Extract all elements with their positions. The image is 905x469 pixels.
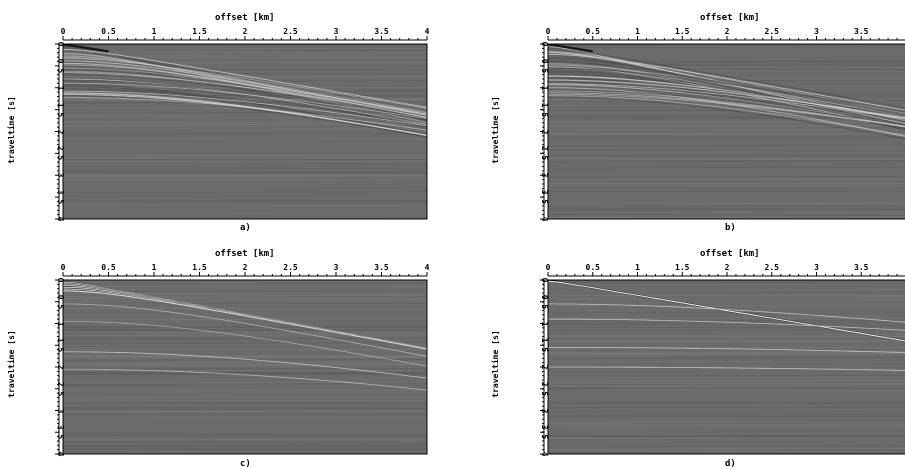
y-tick-label: 4: [540, 217, 548, 222]
y-tick-label: 0.5: [540, 59, 548, 73]
x-tick-label: 0: [61, 264, 66, 272]
y-tick-label: 1: [540, 85, 548, 90]
y-tick-label: 2: [540, 129, 548, 134]
y-tick-label: 4: [56, 452, 64, 457]
x-tick-label: 3: [814, 28, 819, 36]
y-tick-label: 2.5: [56, 382, 64, 396]
x-tick-label: 0.5: [101, 28, 115, 36]
x-tick-label: 0: [546, 28, 551, 36]
y-tick-label: 2: [56, 365, 64, 370]
x-tick-label: 2: [725, 264, 730, 272]
x-tick-label: 3.5: [374, 264, 388, 272]
y-tick-label: 1: [56, 85, 64, 90]
x-tick-label: 0.5: [101, 264, 115, 272]
x-tick-label: 1.5: [675, 28, 689, 36]
x-tick-label: 0.5: [586, 264, 600, 272]
y-tick-label: 1: [56, 321, 64, 326]
y-tick-label: 0: [56, 42, 64, 47]
y-tick-label: 1: [540, 321, 548, 326]
x-tick-label: 1.5: [675, 264, 689, 272]
x-tick-label: 2.5: [765, 28, 779, 36]
y-tick-label: 4: [56, 217, 64, 222]
y-tick-label: 0.5: [56, 59, 64, 73]
y-tick-label: 3.5: [56, 425, 64, 439]
y-tick-label: 3: [540, 408, 548, 413]
x-tick-label: 3.5: [374, 28, 388, 36]
y-tick-label: 0.5: [540, 295, 548, 309]
x-tick-label: 1: [635, 264, 640, 272]
y-tick-label: 3: [56, 173, 64, 178]
x-tick-label: 1.5: [192, 28, 206, 36]
x-tick-label: 4: [425, 264, 430, 272]
y-tick-label: 0: [540, 42, 548, 47]
x-tick-label: 1: [635, 28, 640, 36]
y-tick-label: 4: [540, 452, 548, 457]
x-tick-label: 3.5: [854, 28, 868, 36]
x-tick-label: 0: [546, 264, 551, 272]
y-tick-label: 1.5: [56, 102, 64, 116]
y-tick-label: 2: [56, 129, 64, 134]
x-tick-label: 1.5: [192, 264, 206, 272]
x-tick-label: 4: [425, 28, 430, 36]
x-tick-label: 2.5: [765, 264, 779, 272]
x-tick-label: 3: [334, 28, 339, 36]
x-tick-label: 0.5: [586, 28, 600, 36]
y-tick-label: 0: [540, 278, 548, 283]
y-tick-label: 3.5: [56, 190, 64, 204]
y-tick-label: 2.5: [56, 146, 64, 160]
x-tick-label: 3: [814, 264, 819, 272]
y-tick-label: 1.5: [56, 338, 64, 352]
y-tick-label: 1.5: [540, 338, 548, 352]
y-tick-label: 0: [56, 278, 64, 283]
x-tick-label: 1: [152, 28, 157, 36]
y-tick-label: 3: [56, 408, 64, 413]
x-tick-label: 0: [61, 28, 66, 36]
y-tick-label: 2: [540, 365, 548, 370]
y-tick-label: 2.5: [540, 382, 548, 396]
y-tick-label: 3: [540, 173, 548, 178]
y-tick-label: 2.5: [540, 146, 548, 160]
y-tick-label: 0.5: [56, 295, 64, 309]
y-tick-label: 3.5: [540, 425, 548, 439]
y-tick-label: 1.5: [540, 102, 548, 116]
x-tick-label: 2: [243, 264, 248, 272]
x-tick-label: 3: [334, 264, 339, 272]
x-tick-label: 2: [243, 28, 248, 36]
x-tick-label: 2.5: [283, 264, 297, 272]
x-tick-label: 2.5: [283, 28, 297, 36]
x-tick-label: 2: [725, 28, 730, 36]
y-tick-label: 3.5: [540, 190, 548, 204]
x-tick-label: 1: [152, 264, 157, 272]
x-tick-label: 3.5: [854, 264, 868, 272]
